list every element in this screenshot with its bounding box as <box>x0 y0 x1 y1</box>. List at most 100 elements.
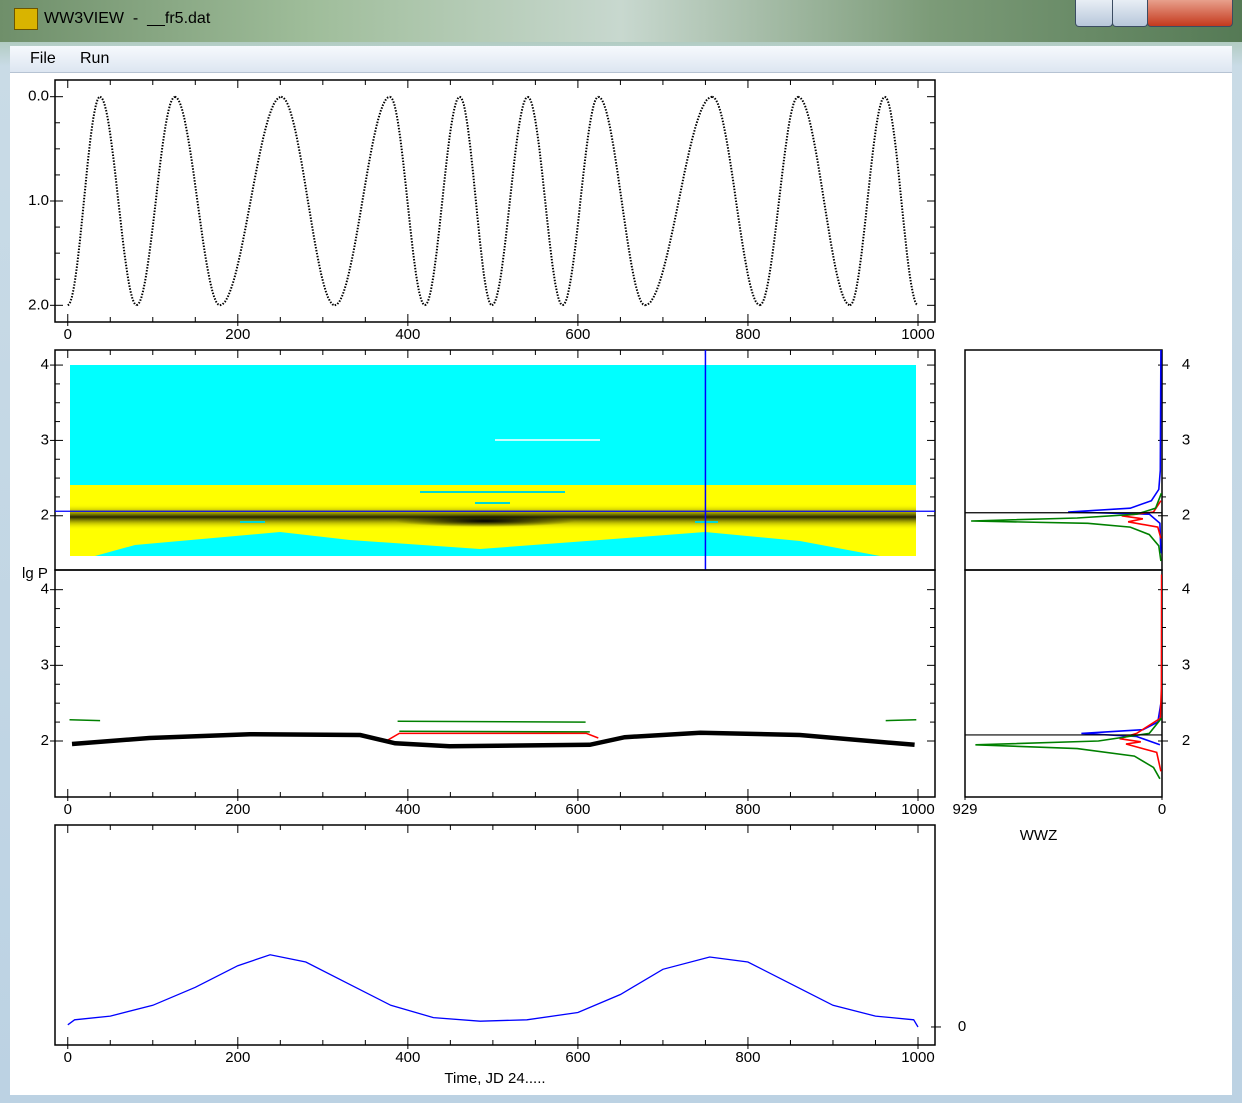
y-tick-label: 4 <box>41 581 49 598</box>
x-tick-label: 0 <box>64 801 72 818</box>
app-icon <box>14 8 38 30</box>
y-tick-label: 4 <box>1182 356 1190 373</box>
x-tick-label: 0 <box>64 1049 72 1066</box>
signal-segment <box>562 95 599 307</box>
signal-segment <box>67 95 101 307</box>
ridge-line <box>387 732 599 741</box>
window-title: WW3VIEW - __fr5.dat <box>44 10 211 27</box>
plot-frame <box>964 569 1163 798</box>
x-tick-label: 0 <box>1158 801 1166 818</box>
y-axis-label: lg P <box>22 565 48 582</box>
spectrum-line <box>1119 574 1162 772</box>
signal-segment <box>711 95 761 307</box>
signal-segment <box>527 95 564 307</box>
signal-segment <box>884 95 919 307</box>
plot-panel: 2 3 4 929 0 WWZ <box>952 569 1190 844</box>
envelope-line <box>67 954 919 1028</box>
x-tick-label: 600 <box>565 326 590 343</box>
x-tick-label: 800 <box>735 1049 760 1066</box>
plot-panel: 2 3 4 <box>964 349 1190 571</box>
x-tick-label: 200 <box>225 801 250 818</box>
client-area <box>10 73 1232 1095</box>
x-tick-label: 1000 <box>901 801 934 818</box>
plot-panel: 0 200 400 600 800 1000 0.0 1.0 2.0 <box>28 79 936 343</box>
x-axis-label: Time, JD 24..... <box>444 1070 545 1087</box>
menu-item[interactable]: File <box>30 50 56 67</box>
signal-segment <box>334 95 391 307</box>
plot-panel: 2 3 4 <box>41 349 936 571</box>
y-tick-label: 2 <box>1182 507 1190 524</box>
x-tick-label: 400 <box>395 801 420 818</box>
signal-segment <box>219 95 282 307</box>
close-button[interactable] <box>1147 0 1233 27</box>
map-region <box>95 532 880 556</box>
x-tick-label: 800 <box>735 326 760 343</box>
plot-frame <box>964 349 1163 571</box>
signal-segment <box>597 95 646 307</box>
y-tick-label: 2 <box>1182 732 1190 749</box>
ridge-line <box>69 719 101 722</box>
signal-segment <box>491 95 529 307</box>
plot-frame <box>54 79 936 323</box>
title-bar: WW3VIEW - __fr5.dat <box>0 0 1242 42</box>
x-tick-label: 200 <box>225 1049 250 1066</box>
x-tick-label: 400 <box>395 1049 420 1066</box>
signal-segment <box>759 95 799 307</box>
x-axis-label: WWZ <box>1020 827 1057 844</box>
plot-panel: 0 200 400 600 800 1000 0 Time, JD 24..... <box>54 824 966 1087</box>
y-tick-label: 4 <box>1182 581 1190 598</box>
maximize-button[interactable] <box>1112 0 1148 27</box>
x-tick-label: 1000 <box>901 1049 934 1066</box>
ridge-line <box>397 720 586 723</box>
plot-frame <box>54 569 936 798</box>
ridge-line <box>399 730 590 733</box>
signal-segment <box>644 95 713 307</box>
signal-segment <box>389 95 426 307</box>
signal-segment <box>99 95 138 307</box>
x-tick-label: 600 <box>565 801 590 818</box>
signal-segment <box>849 95 886 307</box>
y-tick-label: 3 <box>1182 656 1190 673</box>
minimize-button[interactable] <box>1075 0 1113 27</box>
y-tick-label: 4 <box>41 356 49 373</box>
spectrum-line <box>975 717 1162 780</box>
ridge-line <box>71 730 915 749</box>
signal-segment <box>797 95 851 307</box>
spectrum-line <box>971 492 1162 562</box>
x-tick-label: 600 <box>565 1049 590 1066</box>
signal-segment <box>280 95 336 307</box>
y-tick-label: 3 <box>1182 431 1190 448</box>
map-region <box>70 365 916 486</box>
map-ridge <box>395 515 575 527</box>
x-tick-label: 400 <box>395 326 420 343</box>
signal-segment <box>174 95 221 307</box>
x-tick-label: 1000 <box>901 326 934 343</box>
spectrum-line <box>1068 350 1162 554</box>
spectrum-group <box>971 350 1162 562</box>
signal-segment <box>424 95 461 307</box>
x-tick-label: 929 <box>952 801 977 818</box>
x-tick-label: 200 <box>225 326 250 343</box>
spectrum-line <box>1121 500 1162 539</box>
y-tick-label: 2 <box>41 732 49 749</box>
spectrum-group <box>975 574 1162 780</box>
y-tick-label: 0 <box>958 1018 966 1035</box>
signal-segment <box>136 95 176 307</box>
plot-panel: 0 200 400 600 800 1000 2 3 4lg P <box>22 565 936 818</box>
y-tick-label: 3 <box>41 656 49 673</box>
menu-item[interactable]: Run <box>80 50 110 67</box>
signal-segment <box>459 95 493 307</box>
y-tick-label: 3 <box>41 431 49 448</box>
menu-bar: File Run <box>10 46 1232 73</box>
y-tick-label: 2.0 <box>28 296 49 313</box>
plot-frame <box>54 824 936 1046</box>
x-tick-label: 800 <box>735 801 760 818</box>
x-tick-label: 0 <box>64 326 72 343</box>
ridge-line <box>885 719 917 722</box>
y-tick-label: 0.0 <box>28 88 49 105</box>
y-tick-label: 2 <box>41 507 49 524</box>
y-tick-label: 1.0 <box>28 192 49 209</box>
wavelet-map <box>70 365 916 556</box>
